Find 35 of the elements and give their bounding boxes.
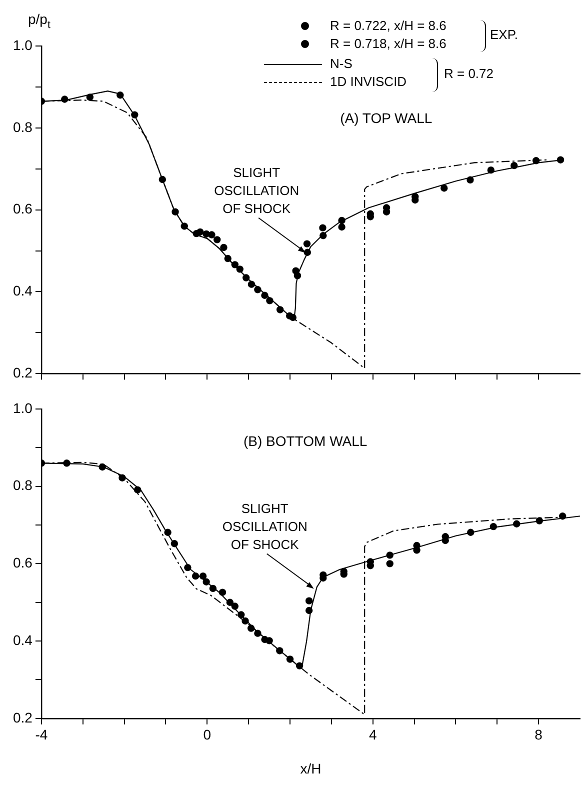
y-tick-label: 0.8 — [12, 118, 33, 135]
text: (B) BOTTOM WALL — [244, 432, 368, 449]
legend-label: 1D INVISCID — [330, 74, 407, 90]
x-tick-label: 4 — [368, 726, 377, 743]
y-tick-label: 1.0 — [12, 36, 33, 53]
y-tick-label: 1.0 — [12, 400, 33, 416]
y-tick-label: 0.4 — [12, 282, 33, 299]
y-tick-label: 0.6 — [12, 200, 33, 217]
legend-label: R = 0.718, x/H = 8.6 — [330, 36, 446, 52]
y-tick-label: 0.6 — [12, 554, 33, 571]
x-tick-label: 0 — [203, 726, 212, 743]
point — [440, 184, 448, 192]
y-tick-label: 0.2 — [12, 364, 33, 380]
annotation: SLIGHT OSCILLATION OF SHOCK — [214, 164, 300, 216]
text: EXP. — [490, 27, 518, 42]
x-tick-label: -4 — [35, 726, 48, 743]
point — [386, 560, 394, 568]
point — [303, 240, 311, 248]
y-tick-label: 0.8 — [12, 477, 33, 494]
x-axis-title: x/H — [300, 760, 322, 776]
legend-label: R = 0.722, x/H = 8.6 — [330, 18, 446, 34]
point — [319, 224, 326, 232]
y-tick-label: 0.2 — [12, 709, 33, 726]
point — [208, 231, 216, 238]
point — [220, 244, 228, 252]
legend-label: N-S — [330, 56, 352, 72]
point — [196, 228, 204, 236]
annotation: SLIGHT OSCILLATION OF SHOCK — [222, 500, 308, 552]
point — [305, 597, 313, 604]
x-tick-label: 8 — [534, 726, 543, 743]
point — [338, 223, 346, 231]
point — [214, 236, 221, 244]
y-tick-label: 0.4 — [12, 632, 33, 648]
annotation: R = 0.72 — [444, 66, 494, 81]
text: (A) TOP WALL — [340, 110, 432, 126]
